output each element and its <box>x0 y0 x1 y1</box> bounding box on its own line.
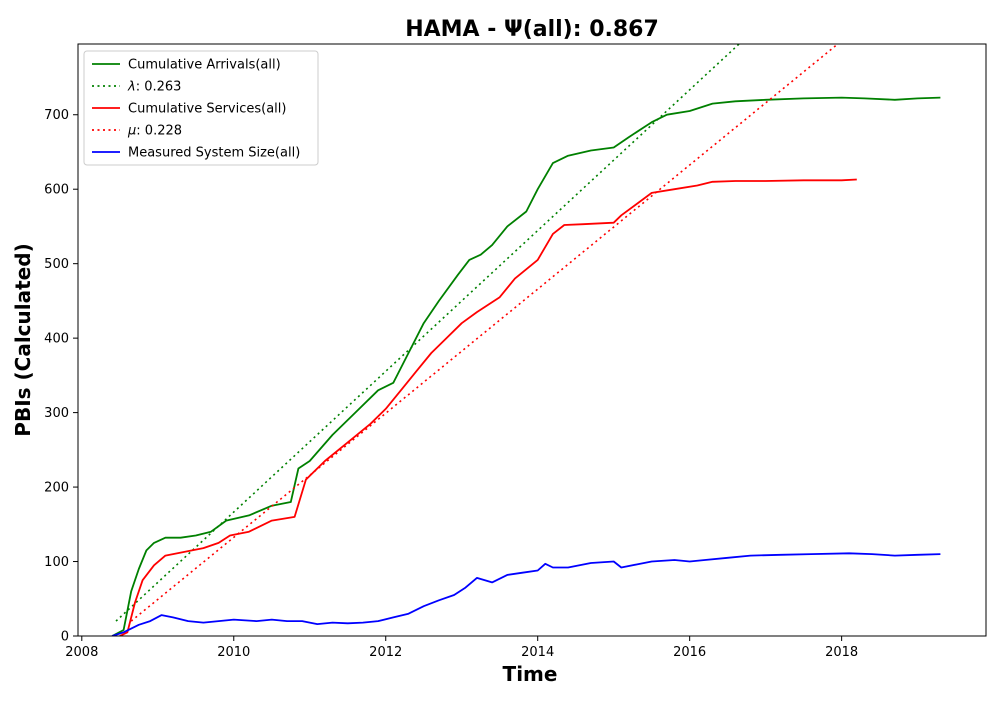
x-tick-label: 2012 <box>369 645 402 660</box>
legend-text: Measured System Size(all) <box>128 146 300 161</box>
y-tick-label: 100 <box>44 555 69 570</box>
legend-text: Cumulative Services(all) <box>128 102 286 117</box>
y-tick-label: 0 <box>61 630 69 645</box>
legend-label-4: Measured System Size(all) <box>128 146 300 161</box>
x-tick-label: 2010 <box>217 645 250 660</box>
legend-label-2: Cumulative Services(all) <box>128 102 286 117</box>
chart-title: HAMA - Ψ(all): 0.867 <box>405 17 659 42</box>
legend-label-3: μ: 0.228 <box>127 124 182 139</box>
series-line-4 <box>112 553 940 636</box>
y-tick-label: 400 <box>44 332 69 347</box>
legend-symbol: μ <box>127 124 136 139</box>
legend-text: Cumulative Arrivals(all) <box>128 58 281 73</box>
legend-text: : 0.263 <box>136 80 182 95</box>
y-axis-label: PBIs (Calculated) <box>11 243 35 436</box>
x-tick-label: 2018 <box>825 645 858 660</box>
legend-label-1: λ: 0.263 <box>127 80 181 95</box>
x-axis-label: Time <box>503 662 558 686</box>
x-tick-label: 2014 <box>521 645 554 660</box>
x-tick-label: 2016 <box>673 645 706 660</box>
legend-text: : 0.228 <box>136 124 182 139</box>
legend-symbol: λ <box>127 80 136 95</box>
y-tick-label: 300 <box>44 406 69 421</box>
legend-label-0: Cumulative Arrivals(all) <box>128 58 281 73</box>
y-tick-label: 500 <box>44 257 69 272</box>
legend: Cumulative Arrivals(all) λ: 0.263 Cumulati… <box>84 51 318 165</box>
series-line-0 <box>112 98 940 636</box>
y-tick-label: 200 <box>44 481 69 496</box>
y-axis: 0 100 200 300 400 500 600 700 <box>44 108 78 644</box>
y-tick-label: 700 <box>44 108 69 123</box>
x-axis: 2008 2010 2012 2014 2016 2018 <box>65 636 858 660</box>
y-tick-label: 600 <box>44 183 69 198</box>
x-tick-label: 2008 <box>65 645 98 660</box>
